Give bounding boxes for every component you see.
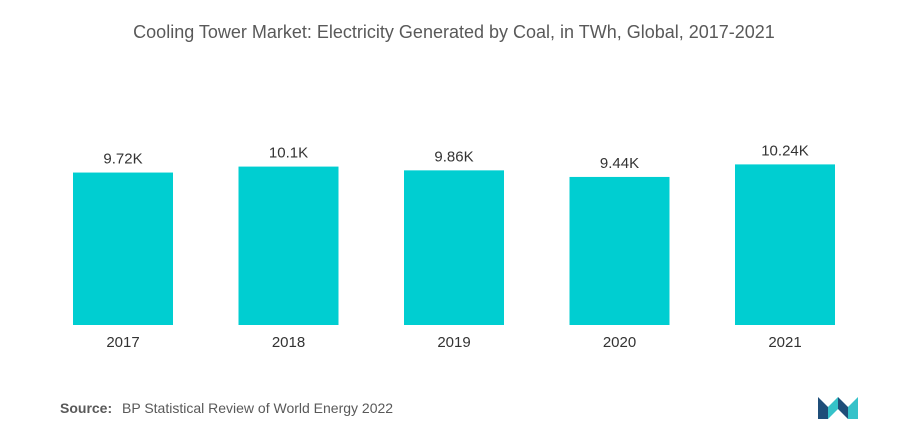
data-label-2021: 10.24K (761, 142, 809, 159)
bar-2017 (73, 172, 173, 325)
bar-2018 (238, 166, 339, 325)
x-tick-label-2019: 2019 (437, 334, 470, 351)
data-label-2017: 9.72K (103, 151, 142, 168)
bar-2019 (404, 170, 504, 325)
x-tick-label-2020: 2020 (603, 334, 636, 351)
bar-2020 (569, 176, 670, 325)
data-label-2020: 9.44K (600, 155, 639, 172)
source-label: Source: (60, 400, 113, 416)
x-tick-label-2018: 2018 (272, 334, 305, 351)
chart-title: Cooling Tower Market: Electricity Genera… (133, 22, 775, 42)
source-note: Source: BP Statistical Review of World E… (60, 400, 393, 416)
x-tick-label-2017: 2017 (106, 334, 139, 351)
x-tick-label-2021: 2021 (768, 334, 801, 351)
bar-2021 (735, 164, 835, 325)
data-label-2019: 9.86K (434, 148, 473, 165)
mordor-intelligence-logo-icon (818, 397, 858, 419)
data-label-2018: 10.1K (269, 145, 308, 162)
source-text: BP Statistical Review of World Energy 20… (122, 400, 394, 416)
